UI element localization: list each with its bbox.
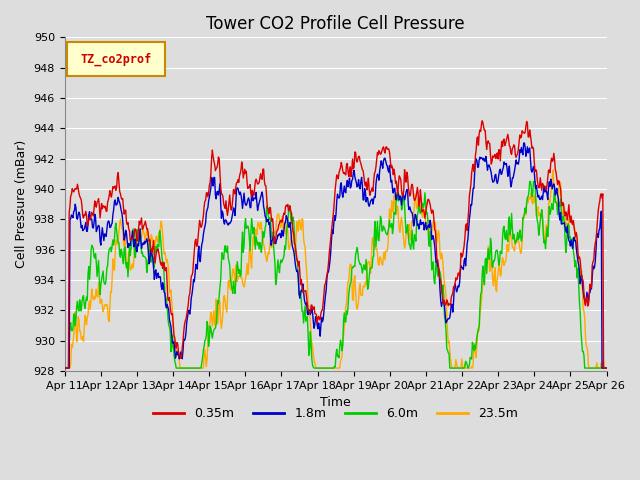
Title: Tower CO2 Profile Cell Pressure: Tower CO2 Profile Cell Pressure: [206, 15, 465, 33]
FancyBboxPatch shape: [67, 42, 165, 76]
Legend: 0.35m, 1.8m, 6.0m, 23.5m: 0.35m, 1.8m, 6.0m, 23.5m: [148, 402, 523, 425]
Y-axis label: Cell Pressure (mBar): Cell Pressure (mBar): [15, 140, 28, 268]
Text: TZ_co2prof: TZ_co2prof: [81, 52, 152, 66]
X-axis label: Time: Time: [320, 396, 351, 409]
